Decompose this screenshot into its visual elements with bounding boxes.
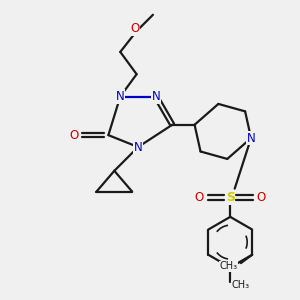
Text: CH₃: CH₃ (232, 280, 250, 290)
Text: S: S (226, 191, 235, 204)
Text: N: N (247, 132, 255, 145)
Text: O: O (70, 129, 79, 142)
Text: O: O (130, 22, 140, 35)
Text: O: O (194, 191, 204, 204)
Text: N: N (116, 90, 125, 103)
Text: O: O (257, 191, 266, 204)
Text: N: N (134, 140, 142, 154)
Text: CH₃: CH₃ (219, 261, 237, 271)
Text: N: N (152, 90, 160, 103)
